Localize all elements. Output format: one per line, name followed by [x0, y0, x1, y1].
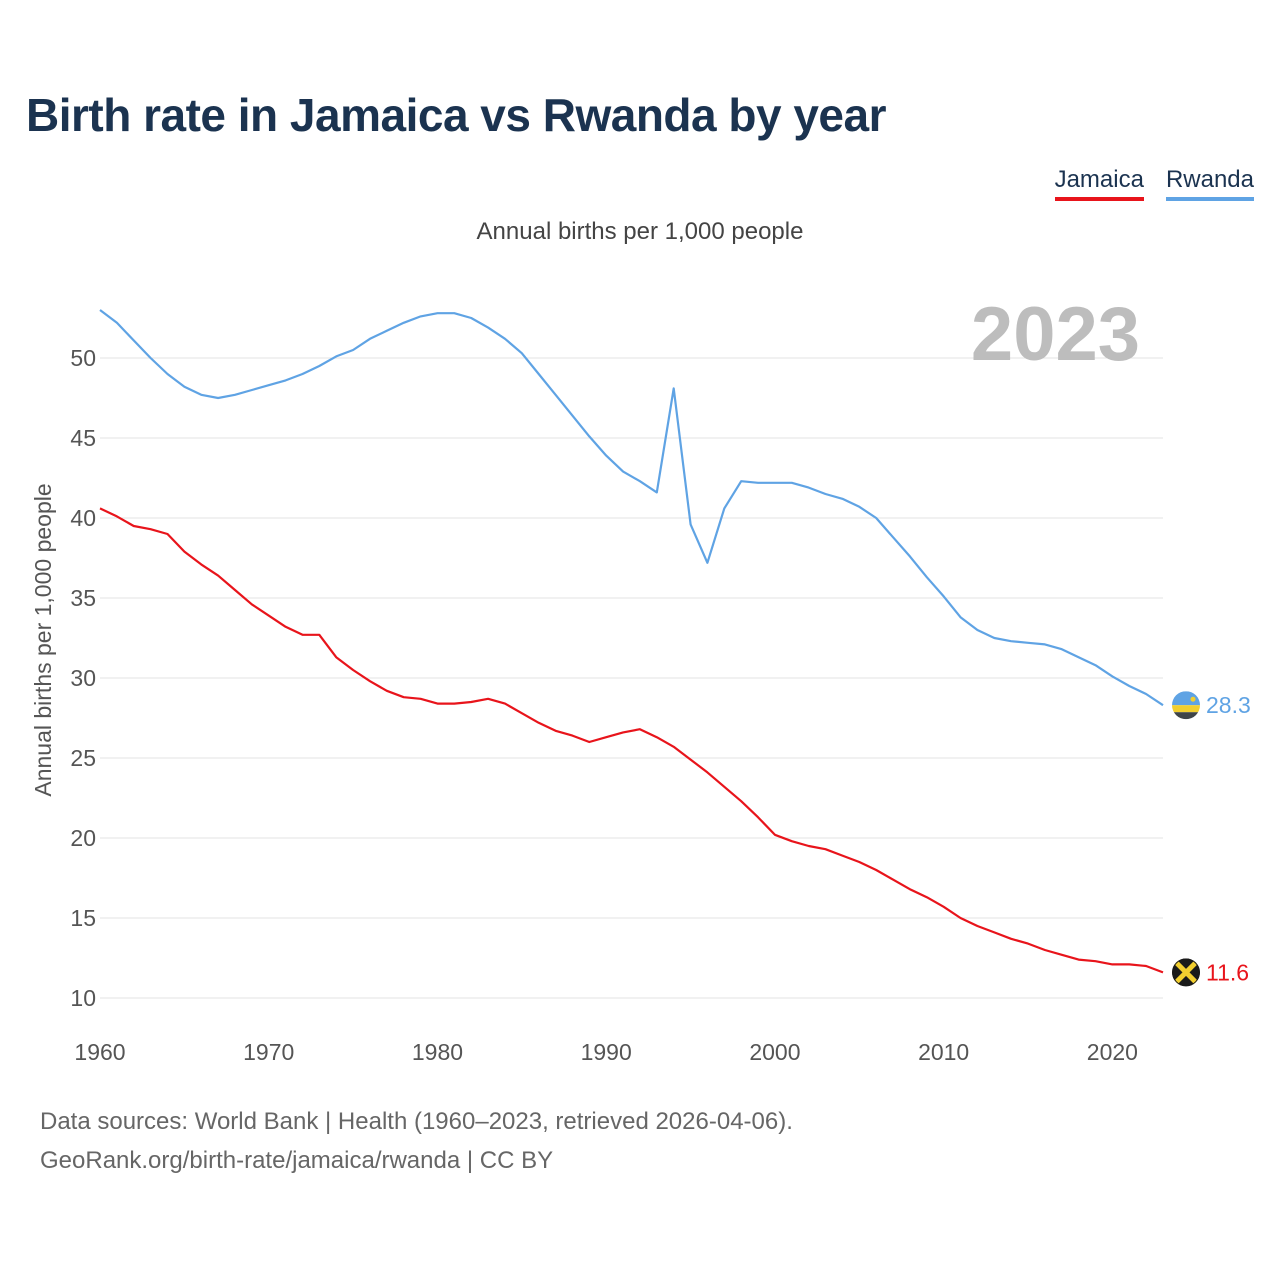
end-label-rwanda: 28.3: [1206, 692, 1251, 718]
x-tick-label: 1990: [581, 1039, 632, 1065]
x-tick-label: 2020: [1087, 1039, 1138, 1065]
chart-subtitle: Annual births per 1,000 people: [476, 218, 804, 245]
legend-item-rwanda[interactable]: Rwanda: [1165, 166, 1254, 201]
series-line-jamaica: [99, 507, 1164, 974]
y-axis-label: Annual births per 1,000 people: [30, 483, 56, 796]
year-watermark: 2023: [971, 292, 1140, 377]
y-tick-label: 40: [70, 505, 96, 531]
y-tick-label: 25: [70, 745, 96, 771]
x-tick-label: 2010: [918, 1039, 969, 1065]
flag-icon-rwanda: [1172, 691, 1200, 720]
y-tick-label: 20: [70, 825, 96, 851]
y-tick-label: 35: [70, 585, 96, 611]
legend-item-jamaica[interactable]: Jamaica: [1054, 166, 1144, 201]
x-tick-label: 2000: [749, 1039, 800, 1065]
y-tick-label: 10: [70, 985, 96, 1011]
flag-icon-jamaica: [1172, 958, 1200, 987]
footer-credit: GeoRank.org/birth-rate/jamaica/rwanda | …: [40, 1147, 554, 1174]
x-tick-label: 1970: [243, 1039, 294, 1065]
chart-title: Birth rate in Jamaica vs Rwanda by year: [26, 89, 887, 141]
x-tick-label: 1960: [74, 1039, 125, 1065]
end-label-jamaica: 11.6: [1206, 959, 1249, 985]
y-tick-label: 30: [70, 665, 96, 691]
x-tick-label: 1980: [412, 1039, 463, 1065]
y-tick-label: 45: [70, 425, 96, 451]
footer-sources: Data sources: World Bank | Health (1960–…: [40, 1108, 793, 1135]
y-tick-label: 15: [70, 905, 96, 931]
y-tick-label: 50: [70, 345, 96, 371]
legend: Jamaica Rwanda: [1054, 166, 1254, 201]
series-line-rwanda: [99, 309, 1164, 707]
